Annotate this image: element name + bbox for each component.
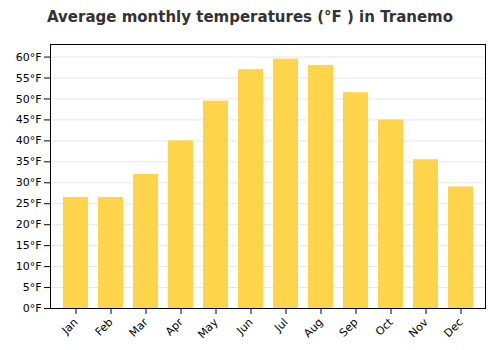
svg-text:15°F: 15°F — [16, 239, 42, 252]
svg-text:40°F: 40°F — [16, 134, 42, 147]
svg-text:50°F: 50°F — [16, 92, 42, 105]
svg-text:60°F: 60°F — [16, 51, 42, 64]
svg-text:55°F: 55°F — [16, 72, 42, 85]
svg-text:30°F: 30°F — [16, 176, 42, 189]
svg-text:Apr: Apr — [163, 315, 186, 338]
svg-text:Nov: Nov — [406, 315, 431, 340]
svg-text:Aug: Aug — [301, 316, 325, 340]
svg-text:Oct: Oct — [373, 315, 396, 338]
svg-text:Jan: Jan — [59, 316, 81, 338]
svg-text:Sep: Sep — [337, 316, 361, 340]
svg-text:25°F: 25°F — [16, 197, 42, 210]
svg-text:Jul: Jul — [271, 316, 290, 335]
svg-text:Dec: Dec — [441, 316, 465, 340]
svg-text:10°F: 10°F — [16, 260, 42, 273]
svg-text:Feb: Feb — [93, 316, 116, 339]
svg-text:Jun: Jun — [234, 316, 256, 338]
svg-text:35°F: 35°F — [16, 155, 42, 168]
svg-text:Mar: Mar — [127, 315, 151, 339]
svg-text:45°F: 45°F — [16, 113, 42, 126]
svg-text:0°F: 0°F — [23, 302, 42, 315]
svg-text:May: May — [195, 315, 221, 341]
html-text:Average monthly temperatures (: Average monthly temperatures (°F ) in Tr… — [47, 8, 453, 26]
svg-text:20°F: 20°F — [16, 218, 42, 231]
svg-text:5°F: 5°F — [23, 281, 42, 294]
